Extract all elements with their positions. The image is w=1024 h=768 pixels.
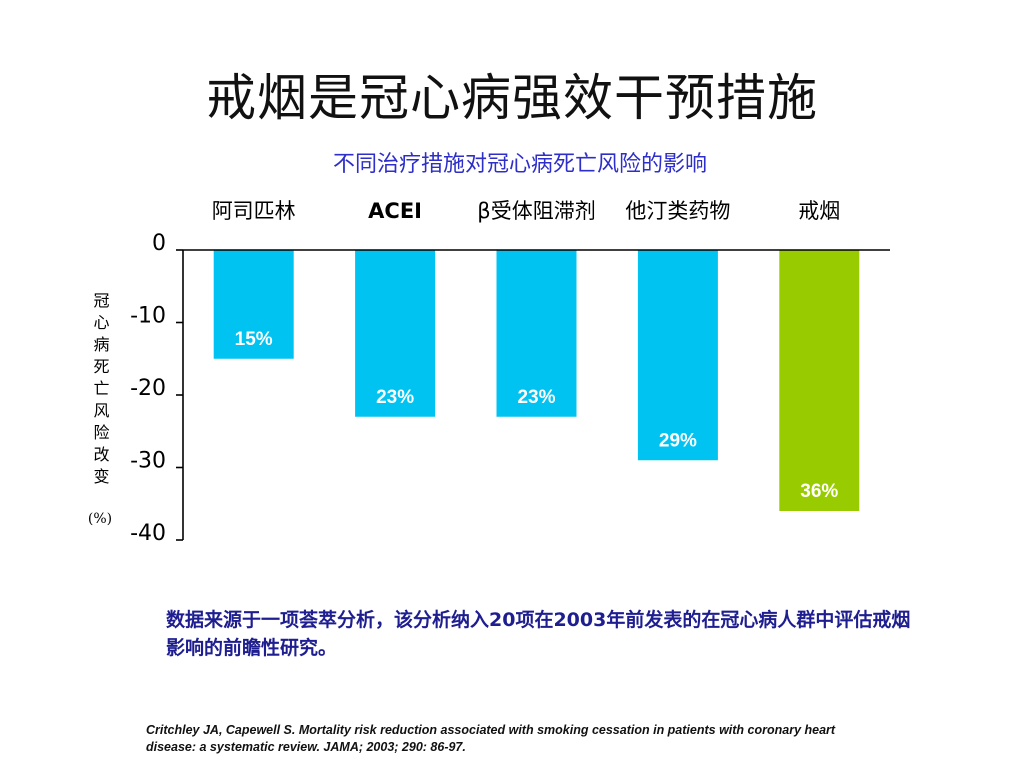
bar-chart: 15% 阿司匹林 23% ACEI 23% β受体阻滞剂 29% 他汀类药物 36% 戒烟 0 -10… bbox=[88, 199, 890, 546]
chart-subtitle: 不同治疗措施对冠心病死亡风险的影响 bbox=[332, 152, 707, 177]
y-axis-unit: (%) bbox=[88, 511, 112, 527]
bar bbox=[779, 250, 860, 511]
bar bbox=[355, 250, 436, 417]
bar-value-label: 29% bbox=[659, 430, 697, 451]
y-tick-label: 0 bbox=[152, 231, 166, 256]
y-tick-label: -20 bbox=[130, 376, 166, 401]
category-label: 阿司匹林 bbox=[212, 199, 296, 223]
bar bbox=[637, 250, 718, 461]
bar bbox=[213, 250, 294, 359]
category-label: β受体阻滞剂 bbox=[477, 199, 595, 223]
slide-title: 戒烟是冠心病强效干预措施 bbox=[206, 69, 818, 127]
bar-value-label: 23% bbox=[376, 387, 414, 408]
bar-value-label: 36% bbox=[800, 481, 838, 502]
category-label: 他汀类药物 bbox=[625, 199, 730, 223]
source-note: 数据来源于一项荟萃分析，该分析纳入20项在2003年前发表的在冠心病人群中评估戒… bbox=[166, 609, 911, 659]
citation: Critchley JA, Capewell S. Mortality risk… bbox=[146, 723, 836, 754]
bar bbox=[496, 250, 577, 417]
y-tick-label: -10 bbox=[130, 304, 166, 329]
category-label: ACEI bbox=[368, 199, 422, 223]
bar-value-label: 23% bbox=[517, 387, 555, 408]
y-tick-label: -30 bbox=[130, 449, 166, 474]
category-label: 戒烟 bbox=[798, 199, 840, 223]
y-axis-label: 冠心病死亡风险改变 bbox=[91, 292, 110, 490]
bar-value-label: 15% bbox=[235, 329, 273, 350]
y-tick-label: -40 bbox=[130, 521, 166, 546]
